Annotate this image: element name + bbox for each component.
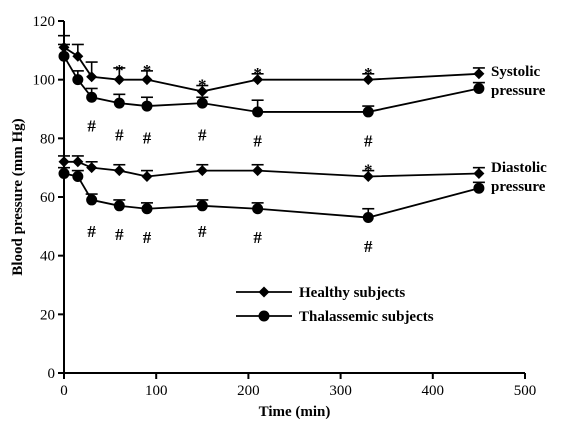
series-line	[63, 55, 480, 113]
thalassemic-significance-mark: #	[143, 228, 152, 247]
y-tick-label: 80	[40, 131, 55, 147]
thalassemic-significance-mark: #	[87, 117, 96, 136]
y-tick-label: 0	[48, 366, 56, 382]
healthy-significance-mark: *	[143, 61, 152, 80]
healthy-significance-mark: *	[253, 64, 262, 83]
data-point	[86, 71, 98, 83]
healthy-significance-mark: *	[198, 76, 207, 95]
data-point	[86, 162, 98, 174]
data-point	[113, 97, 125, 109]
data-point	[473, 68, 485, 80]
thalassemic-significance-mark: #	[364, 237, 373, 256]
series-line	[63, 46, 479, 93]
data-point	[113, 165, 125, 177]
significance-marks: * * * * * * # # # # # # # # # # # #	[87, 61, 373, 256]
thalassemic-significance-mark: #	[115, 125, 124, 144]
y-axis-label: Blood pressure (mm Hg)	[10, 118, 26, 275]
data-point	[113, 74, 125, 86]
legend-item: Thalassemic subjects	[236, 309, 434, 325]
legend-marker	[258, 286, 270, 298]
series-systolic-thalassemic	[58, 43, 485, 118]
data-point	[252, 106, 264, 118]
thalassemic-significance-mark: #	[115, 225, 124, 244]
data-point	[196, 97, 208, 109]
data-point	[196, 165, 208, 177]
data-point	[473, 82, 485, 94]
legend-label: Thalassemic subjects	[299, 309, 434, 325]
y-tick-label: 40	[40, 249, 55, 265]
data-point	[72, 74, 84, 86]
series-diastolic-healthy	[58, 155, 485, 182]
y-tick-label: 120	[33, 14, 56, 30]
data-point	[196, 85, 208, 97]
series-line	[64, 160, 479, 178]
x-tick-label: 400	[422, 383, 445, 399]
healthy-significance-mark: *	[364, 161, 373, 180]
data-point	[252, 74, 264, 86]
x-tick-label: 100	[145, 383, 168, 399]
legend-label: Healthy subjects	[299, 285, 405, 301]
series-layer	[58, 34, 485, 224]
series-diastolic-thalassemic	[58, 166, 485, 224]
x-tick-label: 0	[60, 383, 68, 399]
thalassemic-significance-mark: #	[87, 222, 96, 241]
thalassemic-significance-mark: #	[143, 128, 152, 147]
data-point	[473, 182, 485, 194]
series-labels: Systolic pressure Diastolic pressure	[491, 64, 547, 195]
data-point	[362, 212, 374, 224]
data-point	[58, 156, 70, 168]
series-line	[63, 172, 480, 219]
data-point	[86, 91, 98, 103]
data-point	[362, 74, 374, 86]
series-systolic-healthy	[58, 34, 485, 97]
y-tick-label: 60	[40, 190, 55, 206]
healthy-significance-mark: *	[364, 64, 373, 83]
data-point	[362, 170, 374, 182]
data-point	[86, 194, 98, 206]
y-tick-label: 100	[33, 73, 56, 89]
legend: Healthy subjects Thalassemic subjects	[236, 285, 434, 325]
thalassemic-significance-mark: #	[364, 131, 373, 150]
data-point	[141, 100, 153, 112]
diastolic-pressure-label: Diastolic pressure	[491, 160, 547, 195]
data-point	[72, 50, 84, 62]
data-point	[196, 200, 208, 212]
data-point	[141, 74, 153, 86]
data-point	[58, 50, 70, 62]
thalassemic-significance-mark: #	[253, 131, 262, 150]
y-tick-label: 20	[40, 307, 55, 323]
systolic-pressure-label: Systolic pressure	[491, 64, 546, 99]
thalassemic-significance-mark: #	[253, 228, 262, 247]
healthy-significance-mark: *	[115, 61, 124, 80]
axes: 0 100 200 300 400 500 0 20 40 60 80 100 120	[33, 14, 537, 399]
data-point	[72, 170, 84, 182]
data-point	[362, 106, 374, 118]
data-point	[252, 203, 264, 215]
x-axis-label: Time (min)	[259, 404, 331, 420]
legend-marker	[258, 310, 270, 322]
x-tick-label: 500	[514, 383, 537, 399]
thalassemic-significance-mark: #	[198, 222, 207, 241]
x-tick-label: 300	[329, 383, 352, 399]
data-point	[113, 200, 125, 212]
data-point	[141, 203, 153, 215]
legend-item: Healthy subjects	[236, 285, 405, 301]
data-point	[252, 165, 264, 177]
data-point	[141, 170, 153, 182]
thalassemic-significance-mark: #	[198, 125, 207, 144]
data-point	[58, 168, 70, 180]
data-point	[473, 168, 485, 180]
x-tick-label: 200	[237, 383, 260, 399]
data-point	[72, 156, 84, 168]
